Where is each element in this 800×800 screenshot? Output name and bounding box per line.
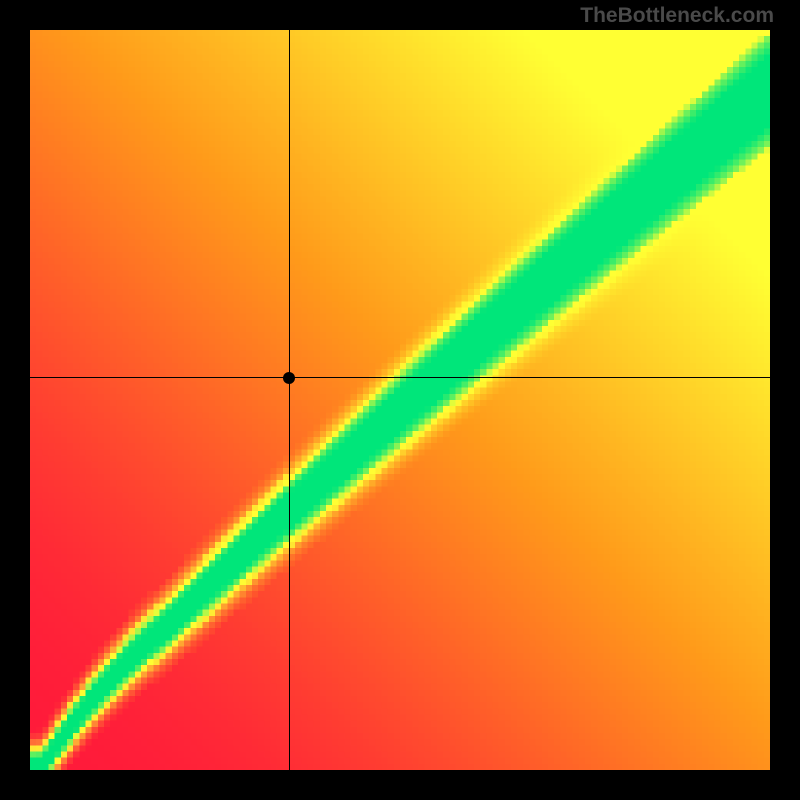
watermark: TheBottleneck.com <box>580 4 774 28</box>
bottleneck-heatmap <box>30 30 770 770</box>
crosshair-vertical <box>289 30 290 770</box>
data-point-marker <box>283 372 295 384</box>
crosshair-horizontal <box>30 377 770 378</box>
heatmap-canvas <box>30 30 770 770</box>
